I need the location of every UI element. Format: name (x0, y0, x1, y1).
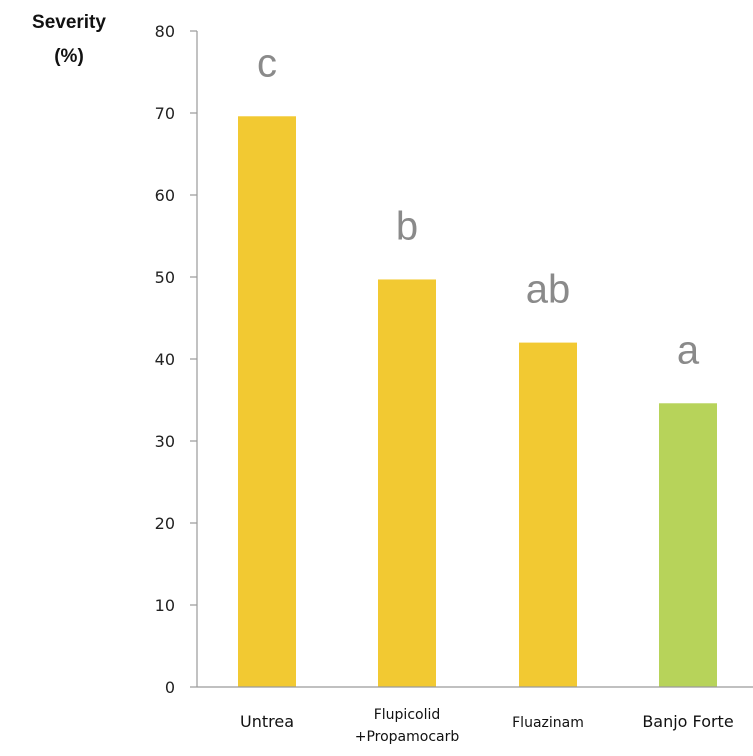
significance-letter: c (257, 41, 277, 85)
bar (378, 279, 436, 687)
category-label: Banjo Forte (642, 712, 733, 731)
significance-letter: b (396, 204, 418, 248)
y-tick-label: 30 (155, 432, 175, 451)
y-tick-label: 10 (155, 596, 175, 615)
bar (659, 403, 717, 687)
y-tick-label: 40 (155, 350, 175, 369)
category-label: +Propamocarb (355, 729, 460, 745)
category-label: Flupicolid (374, 707, 441, 723)
y-axis: 0 10 20 30 40 50 60 70 80 (155, 22, 198, 697)
x-axis: Untrea Flupicolid +Propamocarb Fluazinam Ban… (197, 686, 753, 745)
bars: c b ab a (238, 41, 717, 687)
bar (238, 116, 296, 687)
y-tick-label: 70 (155, 104, 175, 123)
y-axis-title-line: (%) (54, 46, 84, 67)
y-tick-label: 20 (155, 514, 175, 533)
y-tick-label: 50 (155, 268, 175, 287)
category-label: Untrea (240, 712, 294, 731)
significance-letter: ab (526, 268, 571, 312)
y-axis-title-line: Severity (32, 12, 106, 33)
y-tick-label: 80 (155, 22, 175, 41)
bar (519, 342, 577, 687)
y-axis-title: Severity (%) (32, 12, 106, 67)
category-label: Fluazinam (512, 715, 584, 731)
significance-letter: a (677, 328, 700, 372)
y-tick-label: 0 (165, 678, 175, 697)
y-tick-label: 60 (155, 186, 175, 205)
